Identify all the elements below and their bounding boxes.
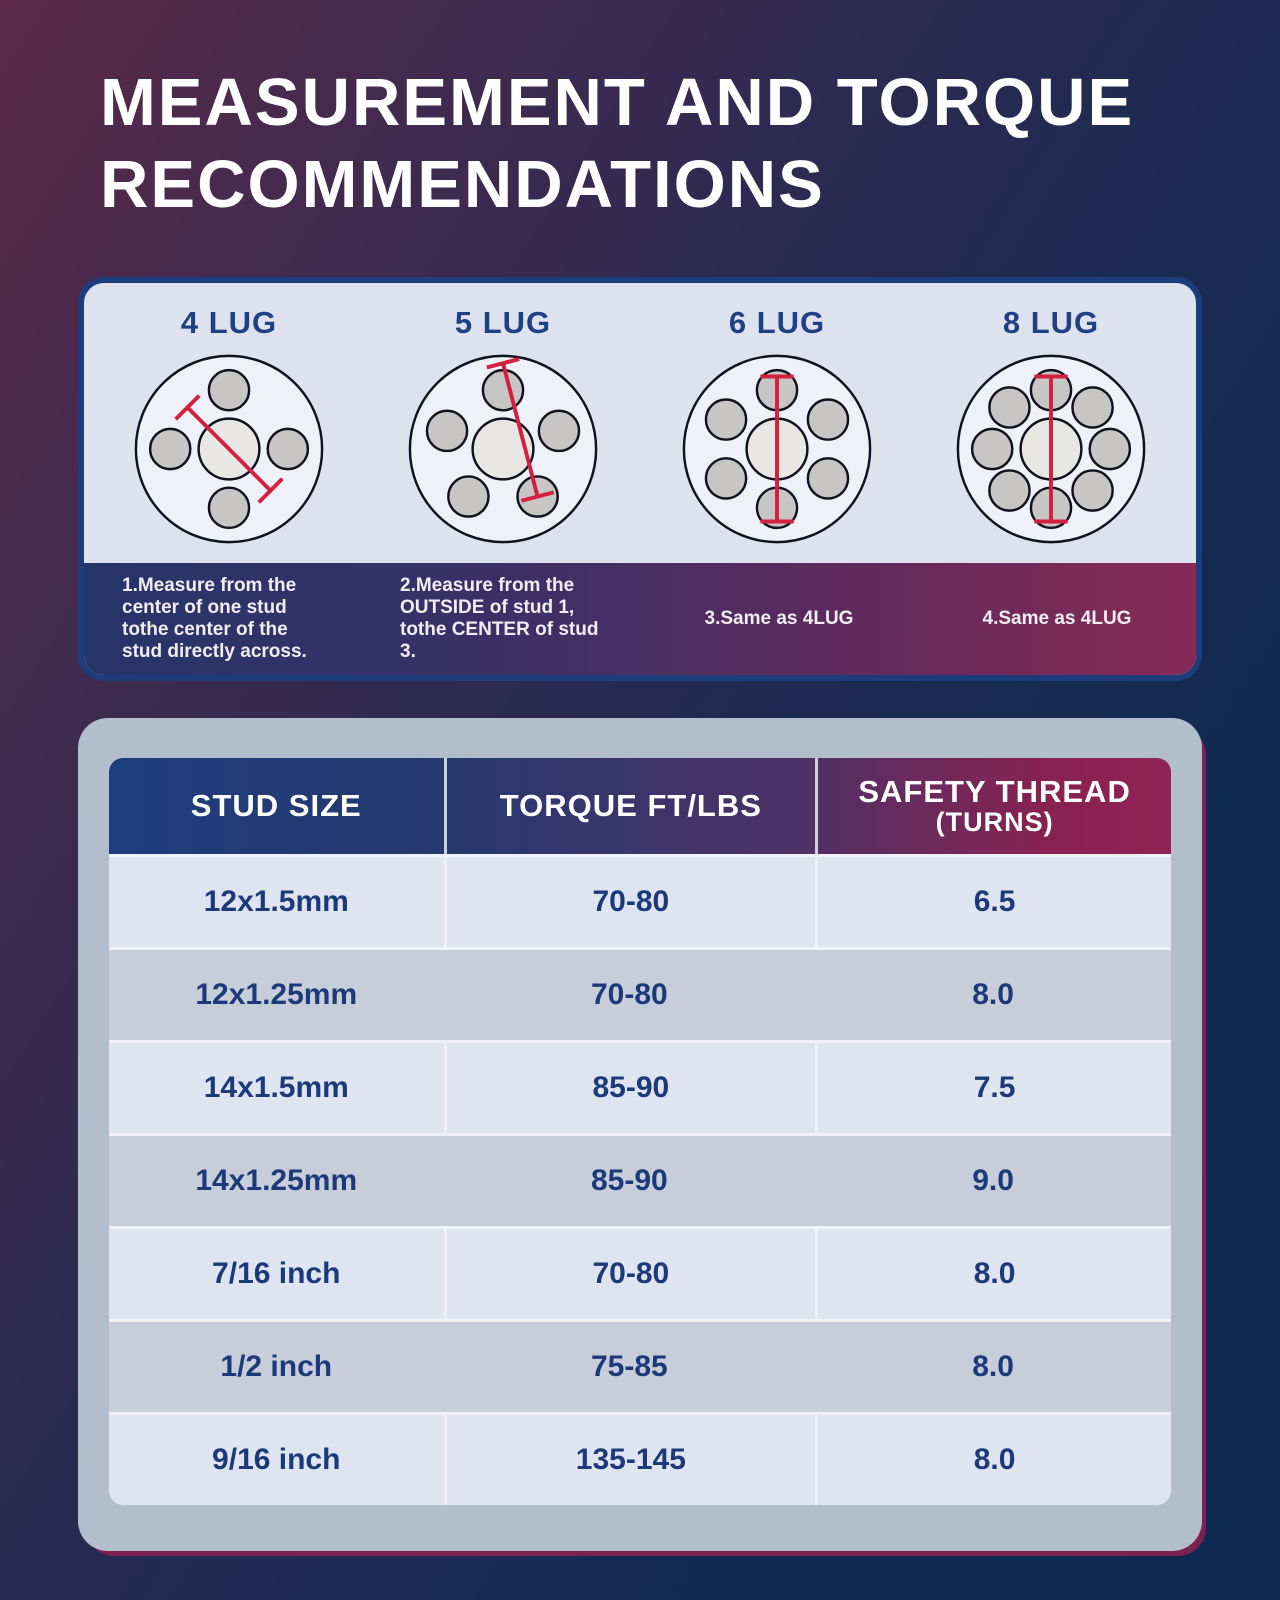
table-body: 12x1.5mm 70-80 6.5 12x1.25mm 70-80 8.0 14x1.5m…: [109, 853, 1171, 1505]
lug-caption-text: 3.Same as 4LUG: [704, 607, 854, 629]
table-row: 9/16 inch 135-145 8.0: [109, 1411, 1171, 1505]
safety-thread-cell: 7.5: [815, 1042, 1171, 1133]
wheel-diagram-icon: [408, 354, 598, 544]
table-row: 7/16 inch 70-80 8.0: [109, 1225, 1171, 1319]
safety-thread-cell: 8.0: [972, 1349, 1014, 1383]
page-title: MEASUREMENT AND TORQUE RECOMMENDATIONS: [0, 0, 1280, 227]
lug-diagram-5: 5 LUG: [366, 305, 640, 547]
stud-size-cell: 14x1.5mm: [109, 1042, 444, 1133]
safety-thread-cell: 8.0: [972, 977, 1014, 1011]
torque-cell: 75-85: [590, 1349, 668, 1383]
page-title-line2: RECOMMENDATIONS: [100, 147, 825, 223]
lug-caption-4: 4.Same as 4LUG: [918, 608, 1196, 630]
stud-size-cell: 12x1.25mm: [195, 977, 358, 1011]
lug-label: 4 LUG: [180, 304, 278, 340]
wheel-diagram-icon: [134, 354, 324, 544]
table-row: 1/2 inch 75-85 8.0: [109, 1318, 1171, 1412]
torque-cell: 85-90: [590, 1163, 668, 1197]
lug-label: 5 LUG: [454, 304, 552, 340]
lug-diagrams-row: 4 LUG 5 LUG 6 LUG 8 LUG: [84, 283, 1196, 563]
lug-label: 8 LUG: [1002, 304, 1100, 340]
page-title-line1: MEASUREMENT AND TORQUE: [100, 65, 1135, 140]
lug-caption-text: 1.Measure from the center of one stud to…: [122, 575, 307, 662]
stud-size-cell: 14x1.25mm: [195, 1163, 358, 1197]
table-row: 14x1.5mm 85-90 7.5: [109, 1039, 1171, 1133]
lug-caption-2: 2.Measure from the OUTSIDE of stud 1, to…: [362, 575, 640, 662]
lug-diagram-4: 4 LUG: [92, 305, 366, 547]
header-safety-line1: SAFETY THREAD: [858, 773, 1131, 809]
lug-caption-text: 4.Same as 4LUG: [982, 607, 1132, 629]
lug-diagram-6: 6 LUG: [640, 305, 914, 547]
stud-size-cell: 7/16 inch: [109, 1228, 444, 1319]
header-safety-line2: (TURNS): [935, 806, 1054, 837]
torque-cell: 70-80: [443, 856, 816, 947]
torque-cell: 70-80: [443, 1228, 816, 1319]
table-row: 14x1.25mm 85-90 9.0: [109, 1132, 1171, 1226]
safety-thread-cell: 9.0: [972, 1163, 1014, 1197]
header-torque: TORQUE FT/LBS: [443, 757, 816, 854]
table-row: 12x1.5mm 70-80 6.5: [109, 853, 1171, 947]
stud-size-cell: 9/16 inch: [109, 1414, 444, 1505]
safety-thread-cell: 8.0: [815, 1228, 1171, 1319]
table-row: 12x1.25mm 70-80 8.0: [109, 946, 1171, 1040]
header-stud-size: STUD SIZE: [190, 787, 362, 823]
torque-cell: 70-80: [590, 977, 668, 1011]
torque-cell: 135-145: [443, 1414, 816, 1505]
lug-caption-text: 2.Measure from the OUTSIDE of stud 1, to…: [400, 575, 599, 662]
lug-caption-1: 1.Measure from the center of one stud to…: [84, 575, 362, 662]
table-header: STUD SIZE TORQUE FT/LBS SAFETY THREAD (TU…: [109, 757, 1171, 854]
safety-thread-cell: 8.0: [815, 1414, 1171, 1505]
safety-thread-cell: 6.5: [815, 856, 1171, 947]
lug-instructions-strip: 1.Measure from the center of one stud to…: [84, 562, 1196, 675]
torque-cell: 85-90: [443, 1042, 816, 1133]
wheel-diagram-icon: [682, 354, 872, 544]
lug-measurement-panel: 4 LUG 5 LUG 6 LUG 8 LUG 1.Measure from the …: [78, 276, 1202, 681]
lug-caption-3: 3.Same as 4LUG: [640, 608, 918, 630]
lug-label: 6 LUG: [728, 304, 826, 340]
stud-size-cell: 1/2 inch: [220, 1349, 333, 1383]
stud-size-cell: 12x1.5mm: [109, 856, 444, 947]
lug-diagram-8: 8 LUG: [914, 305, 1188, 547]
header-safety-thread: SAFETY THREAD (TURNS): [815, 757, 1171, 854]
torque-table-panel: STUD SIZE TORQUE FT/LBS SAFETY THREAD (TU…: [78, 717, 1202, 1551]
wheel-diagram-icon: [956, 354, 1146, 544]
